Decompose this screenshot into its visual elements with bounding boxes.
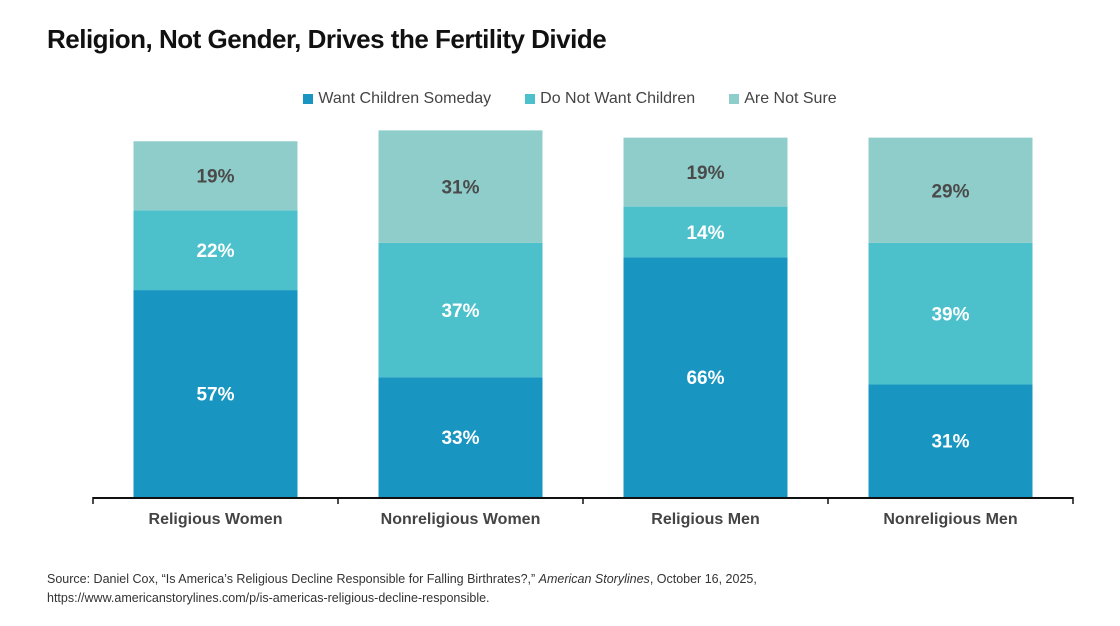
bar-segment-nonreligious-women-do-not-want-children	[378, 242, 543, 378]
source-publication: American Storylines	[538, 572, 650, 586]
bar-segment-religious-women-want-children-someday	[133, 290, 298, 497]
data-label-religious-men-do-not-want-children: 14%	[686, 223, 724, 244]
bar-segment-nonreligious-men-want-children-someday	[868, 384, 1033, 497]
bar-segment-religious-men-are-not-sure	[623, 137, 788, 207]
legend-label-want-children: Want Children Someday	[318, 90, 492, 107]
x-tick-label-religious-men: Religious Men	[651, 511, 759, 528]
x-tick-label-nonreligious-women: Nonreligious Women	[381, 511, 541, 528]
legend-item-do-not-want-children: Do Not Want Children	[525, 90, 695, 108]
bar-segment-religious-men-do-not-want-children	[623, 206, 788, 258]
data-label-religious-women-do-not-want-children: 22%	[196, 241, 234, 262]
data-label-religious-women-want-children-someday: 57%	[196, 385, 234, 406]
legend-swatch-are-not-sure	[729, 94, 740, 104]
bar-segment-religious-women-do-not-want-children	[133, 210, 298, 291]
source-prefix: Source: Daniel Cox, “Is America’s Religi…	[47, 572, 539, 586]
data-label-religious-men-want-children-someday: 66%	[686, 368, 724, 389]
bar-segment-nonreligious-men-do-not-want-children	[868, 242, 1033, 385]
data-label-religious-men-are-not-sure: 19%	[686, 163, 724, 184]
chart-title: Religion, Not Gender, Drives the Fertili…	[47, 24, 607, 54]
data-label-nonreligious-women-are-not-sure: 31%	[441, 178, 479, 199]
legend-label-are-not-sure: Are Not Sure	[744, 90, 837, 107]
legend-item-are-not-sure: Are Not Sure	[729, 90, 837, 108]
legend-label-do-not-want-children: Do Not Want Children	[540, 90, 696, 107]
data-label-nonreligious-women-want-children-someday: 33%	[441, 428, 479, 449]
x-tick-label-religious-women: Religious Women	[149, 511, 283, 528]
legend-swatch-want-children	[303, 94, 314, 104]
data-label-religious-women-are-not-sure: 19%	[196, 167, 234, 188]
legend-swatch-do-not-want-children	[525, 94, 536, 104]
chart-legend: Want Children Someday Do Not Want Childr…	[0, 90, 1120, 108]
data-label-nonreligious-men-want-children-someday: 31%	[931, 432, 969, 453]
source-url: https://www.americanstorylines.com/p/is-…	[47, 591, 490, 605]
legend-item-want-children: Want Children Someday	[303, 90, 491, 108]
data-label-nonreligious-men-are-not-sure: 29%	[931, 181, 969, 202]
source-suffix: , October 16, 2025,	[649, 572, 757, 586]
data-label-nonreligious-women-do-not-want-children: 37%	[441, 301, 479, 322]
x-tick-label-nonreligious-men: Nonreligious Men	[883, 511, 1017, 528]
stacked-bar-chart: 57% 22% 19% Religious Women 33% 37% 31% Nonreli…	[92, 130, 1074, 528]
bar-segment-religious-men-want-children-someday	[623, 257, 788, 497]
bar-segment-nonreligious-women-are-not-sure	[378, 130, 543, 243]
source-note: Source: Daniel Cox, “Is America’s Religi…	[47, 570, 757, 608]
bar-segment-nonreligious-women-want-children-someday	[378, 377, 543, 497]
bar-segment-nonreligious-men-are-not-sure	[868, 137, 1033, 243]
bar-segment-religious-women-are-not-sure	[133, 141, 298, 211]
data-label-nonreligious-men-do-not-want-children: 39%	[931, 305, 969, 326]
